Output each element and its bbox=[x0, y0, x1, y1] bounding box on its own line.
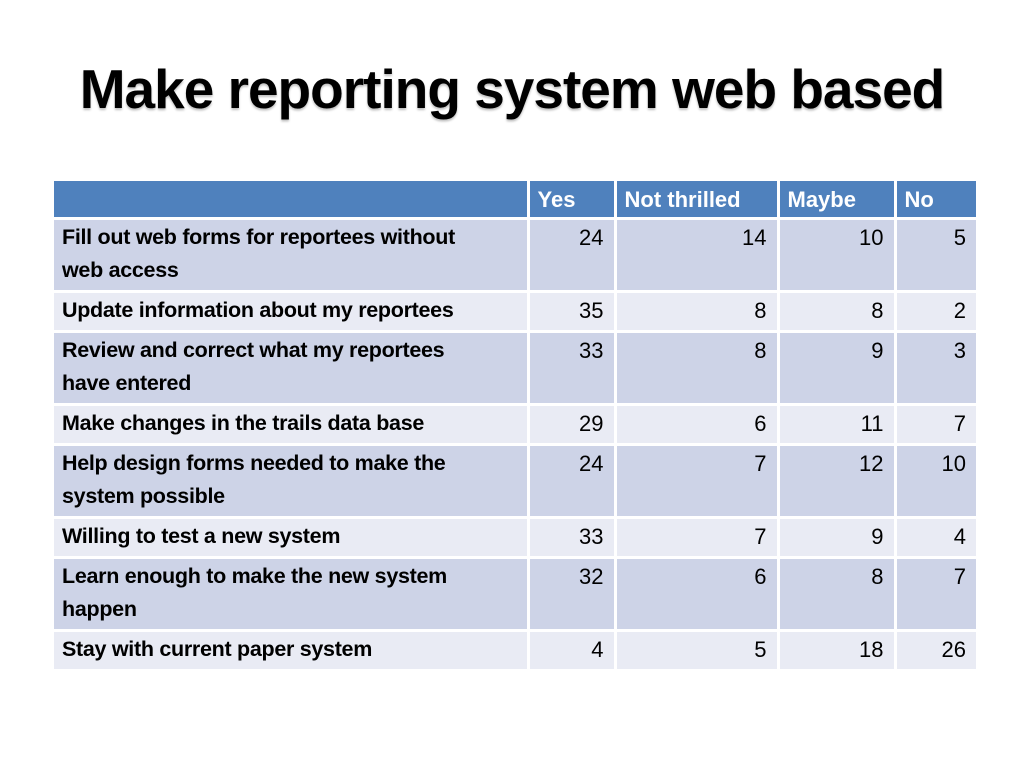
value-cell-not-thrilled: 6 bbox=[615, 557, 780, 632]
value-cell-not-thrilled: 7 bbox=[615, 444, 780, 519]
value-cell-maybe: 8 bbox=[778, 291, 897, 333]
table-row: Learn enough to make the new system happ… bbox=[54, 557, 976, 632]
value-cell-maybe: 18 bbox=[778, 630, 897, 669]
value-cell-maybe: 9 bbox=[778, 517, 897, 559]
table-row: Make changes in the trails data base 29 … bbox=[54, 404, 976, 446]
value-cell-yes: 29 bbox=[528, 404, 617, 446]
table-row: Willing to test a new system 33 7 9 4 bbox=[54, 517, 976, 559]
value-cell-maybe: 8 bbox=[778, 557, 897, 632]
value-cell-no: 3 bbox=[895, 331, 976, 406]
value-cell-yes: 4 bbox=[528, 630, 617, 669]
header-row: Yes Not thrilled Maybe No bbox=[54, 181, 976, 220]
value-cell-yes: 33 bbox=[528, 517, 617, 559]
survey-table: Yes Not thrilled Maybe No Fill out web f… bbox=[54, 181, 976, 669]
question-cell: Review and correct what my reportees hav… bbox=[54, 331, 530, 406]
table-row: Fill out web forms for reportees without… bbox=[54, 218, 976, 293]
value-cell-no: 7 bbox=[895, 557, 976, 632]
value-cell-yes: 35 bbox=[528, 291, 617, 333]
header-cell-not-thrilled: Not thrilled bbox=[615, 181, 780, 220]
value-cell-no: 26 bbox=[895, 630, 976, 669]
value-cell-not-thrilled: 8 bbox=[615, 291, 780, 333]
header-cell-no: No bbox=[895, 181, 976, 220]
value-cell-not-thrilled: 14 bbox=[615, 218, 780, 293]
question-cell: Fill out web forms for reportees without… bbox=[54, 218, 530, 293]
question-cell: Stay with current paper system bbox=[54, 630, 530, 669]
value-cell-no: 7 bbox=[895, 404, 976, 446]
table-row: Help design forms needed to make the sys… bbox=[54, 444, 976, 519]
question-cell: Willing to test a new system bbox=[54, 517, 530, 559]
header-cell-question bbox=[54, 181, 530, 220]
question-cell: Update information about my reportees bbox=[54, 291, 530, 333]
question-cell: Help design forms needed to make the sys… bbox=[54, 444, 530, 519]
question-cell: Make changes in the trails data base bbox=[54, 404, 530, 446]
page-title: Make reporting system web based bbox=[79, 58, 946, 120]
value-cell-maybe: 11 bbox=[778, 404, 897, 446]
value-cell-no: 10 bbox=[895, 444, 976, 519]
table-row: Review and correct what my reportees hav… bbox=[54, 331, 976, 406]
value-cell-maybe: 10 bbox=[778, 218, 897, 293]
header-cell-maybe: Maybe bbox=[778, 181, 897, 220]
table-row: Stay with current paper system 4 5 18 26 bbox=[54, 630, 976, 669]
value-cell-maybe: 9 bbox=[778, 331, 897, 406]
value-cell-no: 4 bbox=[895, 517, 976, 559]
value-cell-not-thrilled: 8 bbox=[615, 331, 780, 406]
value-cell-maybe: 12 bbox=[778, 444, 897, 519]
value-cell-not-thrilled: 5 bbox=[615, 630, 780, 669]
question-cell: Learn enough to make the new system happ… bbox=[54, 557, 530, 632]
value-cell-not-thrilled: 7 bbox=[615, 517, 780, 559]
value-cell-yes: 33 bbox=[528, 331, 617, 406]
value-cell-no: 2 bbox=[895, 291, 976, 333]
table-row: Update information about my reportees 35… bbox=[54, 291, 976, 333]
value-cell-yes: 24 bbox=[528, 444, 617, 519]
value-cell-not-thrilled: 6 bbox=[615, 404, 780, 446]
header-cell-yes: Yes bbox=[528, 181, 617, 220]
value-cell-yes: 32 bbox=[528, 557, 617, 632]
value-cell-yes: 24 bbox=[528, 218, 617, 293]
value-cell-no: 5 bbox=[895, 218, 976, 293]
